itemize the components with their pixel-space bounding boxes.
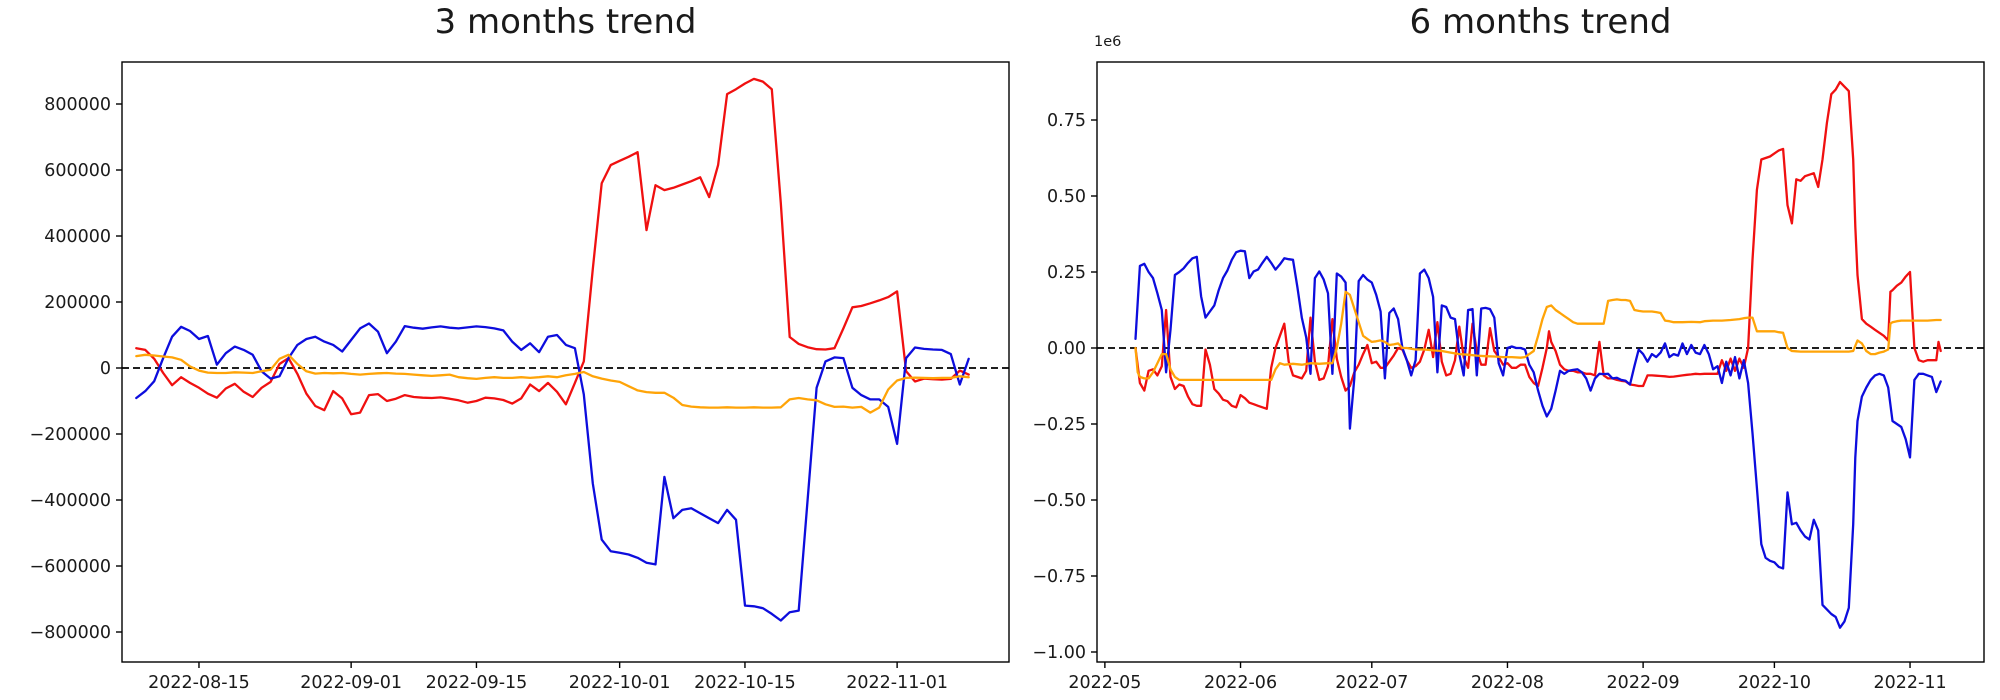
y-tick-label: −1.00 bbox=[1032, 643, 1086, 663]
x-tick-label: 2022-06 bbox=[1204, 673, 1277, 693]
y-tick-label: −200000 bbox=[30, 425, 111, 445]
y-tick-label: 0.50 bbox=[1047, 187, 1086, 207]
series-line-red bbox=[1134, 80, 1942, 410]
y-tick-label: 0 bbox=[100, 359, 111, 379]
plot-border bbox=[121, 61, 1010, 663]
y-tick-label: 200000 bbox=[44, 293, 111, 313]
y-tick-label: 600000 bbox=[44, 161, 111, 181]
x-tick-label: 2022-08-15 bbox=[148, 673, 250, 693]
series-line-blue bbox=[135, 322, 970, 622]
series-line-orange bbox=[1134, 290, 1942, 382]
x-tick-label: 2022-11-01 bbox=[846, 673, 948, 693]
x-tick-label: 2022-10-01 bbox=[569, 673, 671, 693]
series-line-red bbox=[135, 77, 970, 416]
y-tick-label: −400000 bbox=[30, 491, 111, 511]
y-tick-label: 0.00 bbox=[1047, 339, 1086, 359]
x-tick-label: 2022-10-15 bbox=[694, 673, 796, 693]
y-axis-offset-label: 1e6 bbox=[1094, 34, 1122, 50]
series-line-orange bbox=[135, 353, 970, 414]
x-tick-label: 2022-07 bbox=[1335, 673, 1408, 693]
y-tick-label: −600000 bbox=[30, 557, 111, 577]
y-tick-label: −0.75 bbox=[1032, 567, 1086, 587]
y-tick-label: −0.25 bbox=[1032, 415, 1086, 435]
y-tick-label: 800000 bbox=[44, 95, 111, 115]
y-tick-label: 400000 bbox=[44, 227, 111, 247]
series-line-blue bbox=[1134, 249, 1942, 629]
x-tick-label: 2022-09 bbox=[1607, 673, 1680, 693]
x-tick-label: 2022-11 bbox=[1873, 673, 1946, 693]
y-tick-label: 0.75 bbox=[1047, 111, 1086, 131]
plot-border bbox=[1096, 61, 1985, 663]
x-tick-label: 2022-09-01 bbox=[300, 673, 402, 693]
y-tick-label: −800000 bbox=[30, 623, 111, 643]
y-tick-label: −0.50 bbox=[1032, 491, 1086, 511]
x-tick-label: 2022-10 bbox=[1738, 673, 1811, 693]
x-tick-label: 2022-05 bbox=[1068, 673, 1141, 693]
chart2-title: 6 months trend bbox=[1409, 2, 1672, 42]
x-tick-label: 2022-08 bbox=[1471, 673, 1544, 693]
chart1-title: 3 months trend bbox=[434, 2, 697, 42]
y-tick-label: 0.25 bbox=[1047, 263, 1086, 283]
x-tick-label: 2022-09-15 bbox=[426, 673, 528, 693]
